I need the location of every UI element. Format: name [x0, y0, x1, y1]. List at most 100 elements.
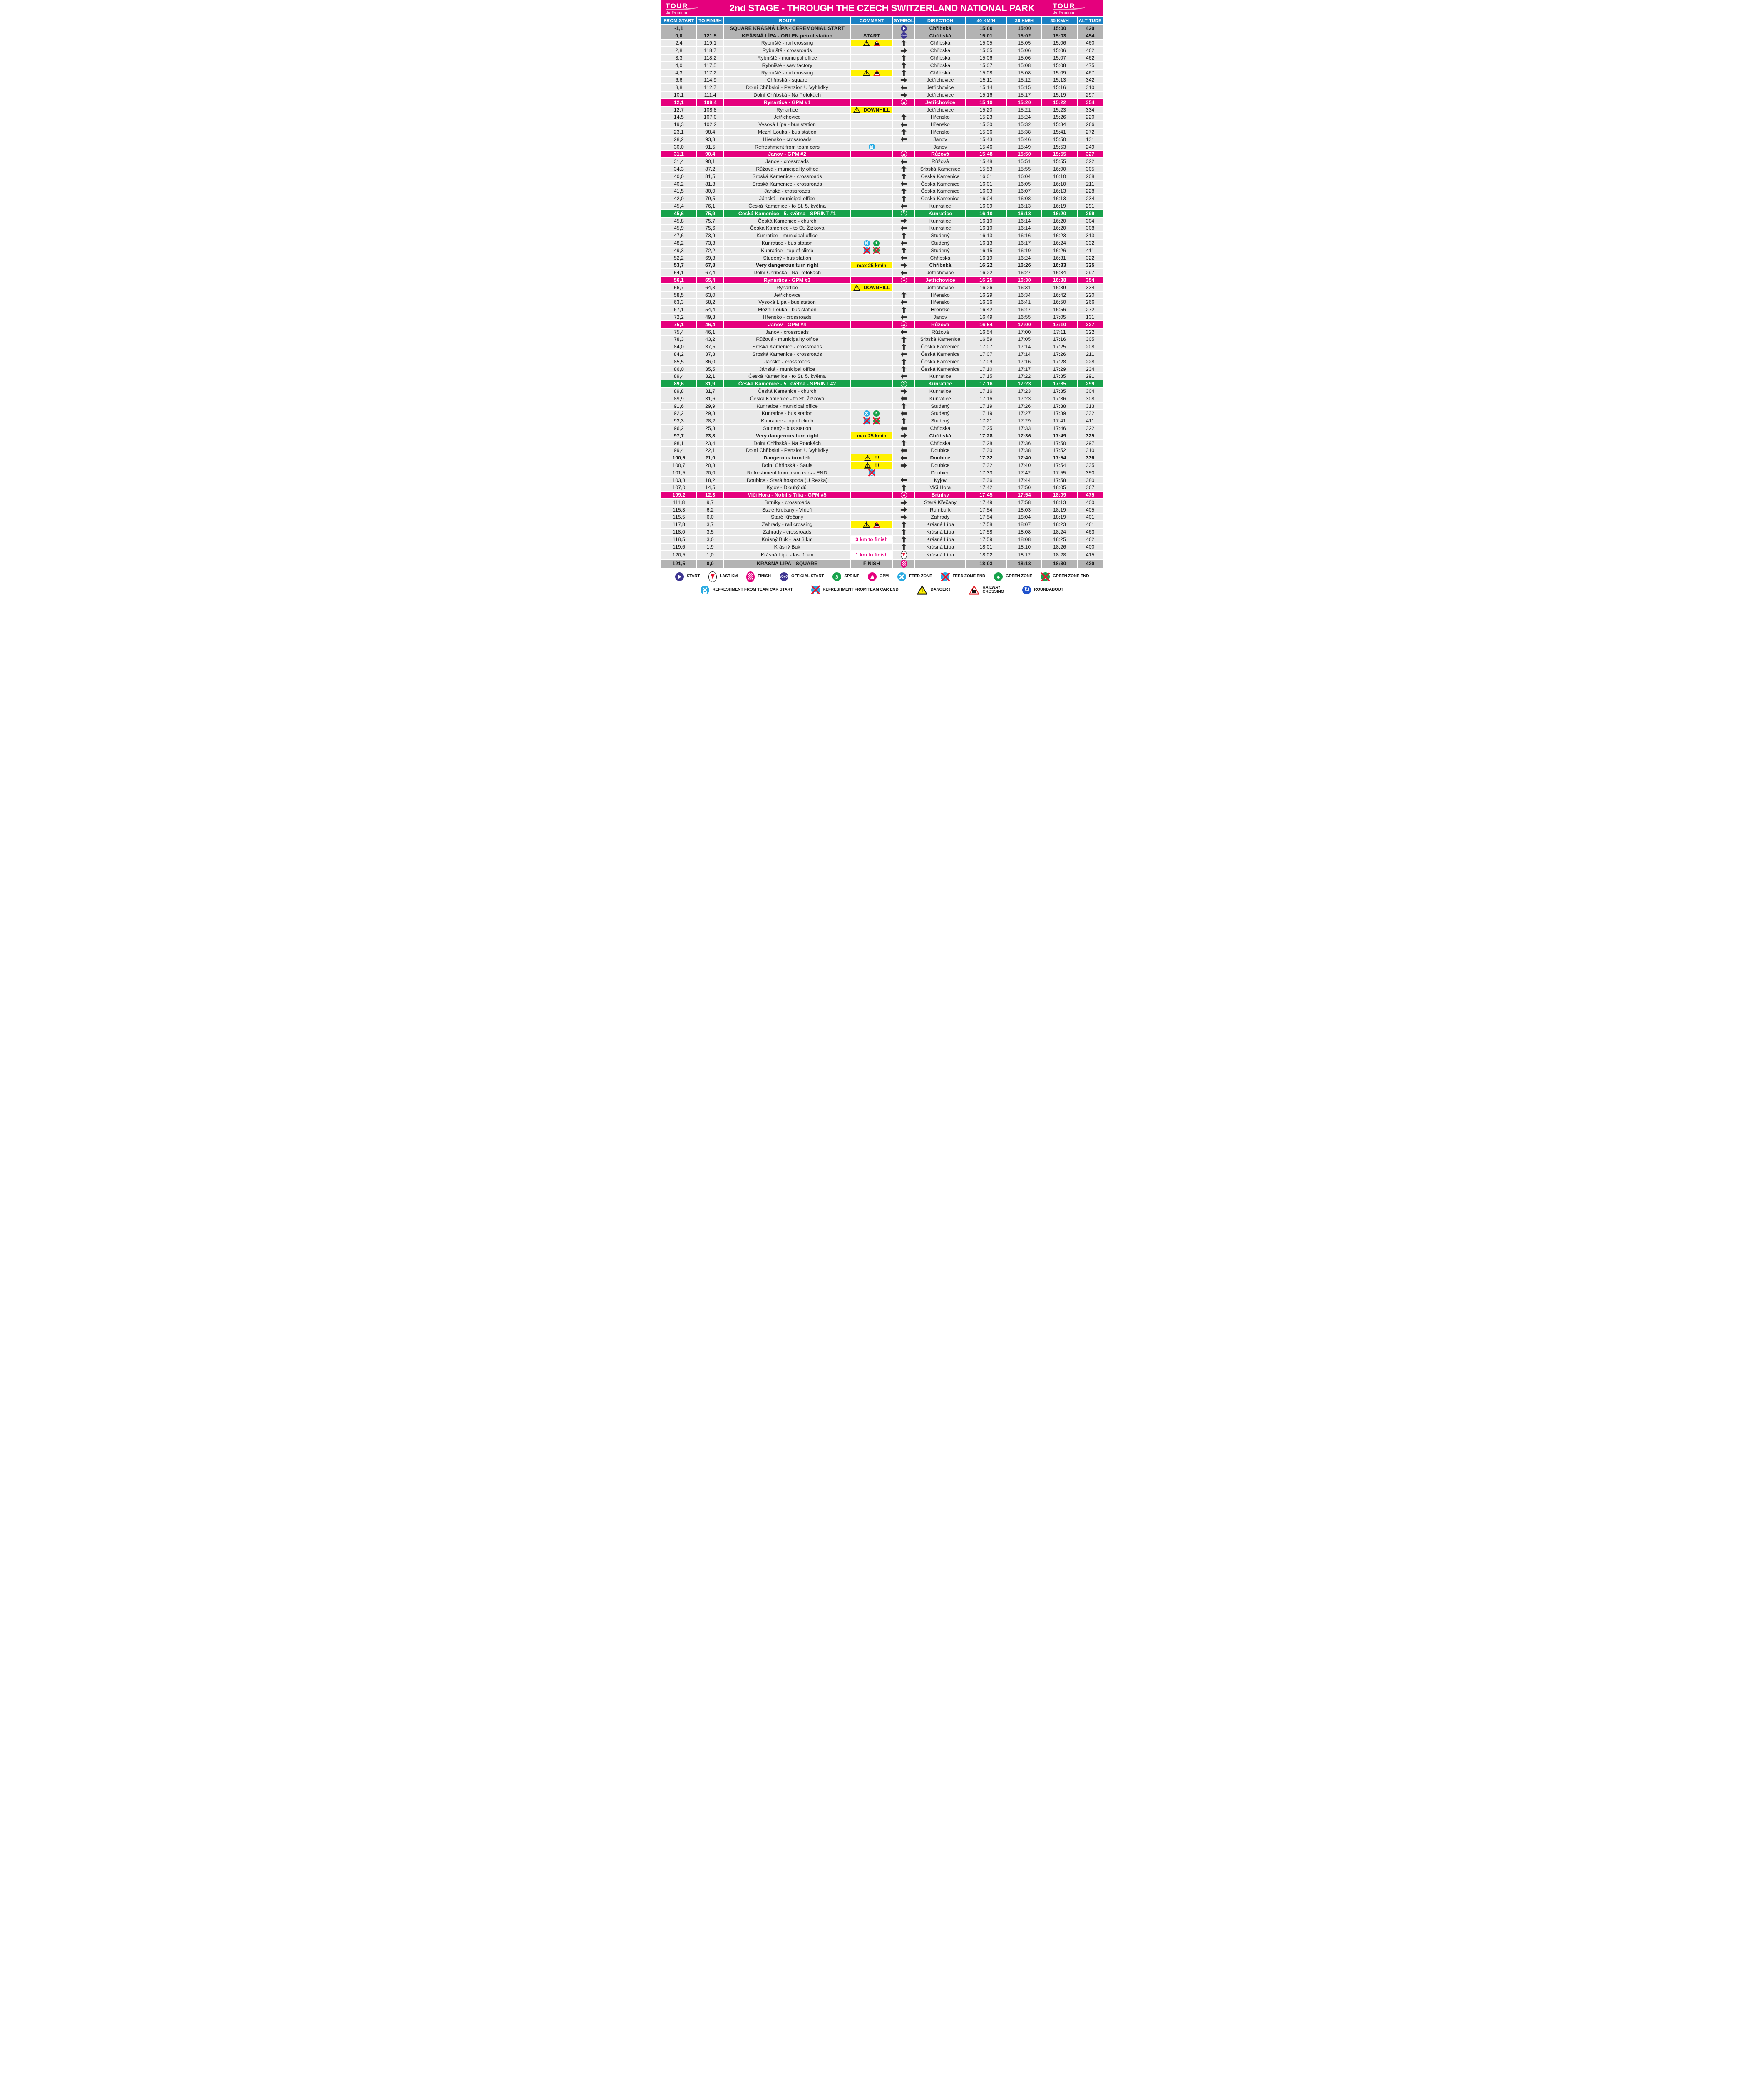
cell-35kmh: 16:20 — [1042, 217, 1078, 225]
cell-route: Dolní Chřibská - Na Potokách — [723, 439, 851, 447]
cell-38kmh: 15:15 — [1006, 84, 1043, 92]
cell-38kmh: 17:42 — [1006, 469, 1043, 477]
cell-38kmh: 15:06 — [1006, 47, 1043, 55]
cell-symbol — [892, 121, 916, 129]
cell-38kmh: 17:26 — [1006, 402, 1043, 410]
cell-40kmh: 15:30 — [965, 121, 1007, 129]
cell-route: Kunratice - top of climb — [723, 246, 851, 255]
symbol — [901, 507, 907, 513]
cell-35kmh: 17:16 — [1042, 335, 1078, 344]
cell-35kmh: 17:26 — [1042, 350, 1078, 358]
cell-from-start: 115,5 — [661, 513, 697, 521]
symbol — [901, 70, 907, 76]
cell-40kmh: 15:19 — [965, 98, 1007, 107]
cell-comment — [850, 395, 893, 403]
table-row: 41,5 80,0 Jánská - crossroads Česká Kamenic… — [661, 187, 1103, 196]
arrow-left-icon — [901, 122, 907, 127]
cell-symbol — [892, 365, 916, 373]
cell-to-finish: 32,1 — [696, 372, 724, 381]
cell-38kmh: 15:20 — [1006, 98, 1043, 107]
cell-direction: Kunratice — [915, 387, 966, 395]
cell-38kmh: 15:21 — [1006, 106, 1043, 114]
cell-direction: Jetřichovice — [915, 91, 966, 99]
cell-35kmh: 16:34 — [1042, 269, 1078, 277]
cell-to-finish: 80,0 — [696, 187, 724, 196]
cell-35kmh: 15:06 — [1042, 39, 1078, 47]
cell-route: Česká Kamenice - to St. Žižkova — [723, 395, 851, 403]
table-row: 45,8 75,7 Česká Kamenice - church Kunratice… — [661, 217, 1103, 225]
arrow-left-icon — [901, 411, 907, 416]
cell-38kmh: 15:08 — [1006, 61, 1043, 70]
comment-text: 3 km to finish — [855, 536, 888, 543]
cell-38kmh: 17:27 — [1006, 410, 1043, 418]
cell-35kmh: 15:34 — [1042, 121, 1078, 129]
cell-altitude: 325 — [1077, 432, 1103, 440]
cell-to-finish: 25,3 — [696, 425, 724, 432]
gpm-icon — [900, 277, 907, 283]
arrow-up-icon — [901, 292, 907, 298]
cell-to-finish: 63,0 — [696, 291, 724, 299]
cell-38kmh: 16:31 — [1006, 283, 1043, 292]
comment-content: FINISH — [863, 561, 880, 566]
railway-crossing-icon — [873, 70, 881, 76]
cell-from-start: 42,0 — [661, 195, 697, 203]
cell-altitude: 266 — [1077, 298, 1103, 307]
cell-altitude: 405 — [1077, 506, 1103, 514]
cell-to-finish: 31,9 — [696, 380, 724, 388]
cell-to-finish: 112,7 — [696, 84, 724, 92]
cell-from-start: 8,8 — [661, 84, 697, 92]
cell-symbol — [892, 528, 916, 536]
cell-38kmh: 15:38 — [1006, 128, 1043, 136]
cell-route: SQUARE KRÁSNÁ LÍPA - CEREMONIAL START — [723, 25, 851, 32]
cell-40kmh: 15:05 — [965, 39, 1007, 47]
logo-left: TOUR de Feminin — [665, 1, 711, 15]
table-row: 2,8 118,7 Rybniště - crossroads Chřibská 15:… — [661, 47, 1103, 55]
arrow-up-icon — [901, 129, 907, 135]
cell-40kmh: 17:07 — [965, 350, 1007, 358]
cell-40kmh: 16:29 — [965, 291, 1007, 299]
cell-symbol — [892, 559, 916, 569]
symbol — [901, 351, 907, 358]
cell-38kmh: 16:07 — [1006, 187, 1043, 196]
cell-direction: Studený — [915, 246, 966, 255]
cell-symbol — [892, 343, 916, 351]
table-row: 100,5 21,0 Dangerous turn left!!!! Doubice 1… — [661, 454, 1103, 462]
arrow-left-icon — [901, 85, 907, 90]
cell-altitude: 467 — [1077, 69, 1103, 77]
cell-from-start: 47,6 — [661, 232, 697, 240]
symbol — [900, 559, 907, 568]
comment-content: ! DOWNHILL — [853, 107, 890, 113]
cell-35kmh: 18:05 — [1042, 484, 1078, 492]
cell-38kmh: 16:04 — [1006, 172, 1043, 181]
legend-item: REFRESHMENT FROM TEAM CAR START — [701, 585, 793, 594]
cell-route: Krásný Buk — [723, 543, 851, 551]
cell-symbol — [892, 128, 916, 136]
cell-route: Rybniště - saw factory — [723, 61, 851, 70]
cell-40kmh: 15:01 — [965, 32, 1007, 40]
arrow-up-icon — [901, 343, 907, 350]
cell-38kmh: 16:05 — [1006, 180, 1043, 188]
cell-to-finish: 75,7 — [696, 217, 724, 225]
symbol — [901, 455, 907, 461]
symbol — [901, 366, 907, 372]
cell-comment — [850, 232, 893, 240]
cell-40kmh: 16:10 — [965, 209, 1007, 218]
cell-route: Rynartice - GPM #3 — [723, 276, 851, 284]
cell-symbol — [892, 469, 916, 477]
cell-35kmh: 16:23 — [1042, 232, 1078, 240]
cell-altitude: 354 — [1077, 98, 1103, 107]
cell-to-finish: 36,0 — [696, 358, 724, 366]
symbol — [901, 358, 907, 365]
cell-40kmh: 17:36 — [965, 476, 1007, 484]
cell-from-start: 91,6 — [661, 402, 697, 410]
arrow-right-icon — [901, 500, 907, 505]
table-row: 98,1 23,4 Dolní Chřibská - Na Potokách Chři… — [661, 439, 1103, 447]
symbol — [901, 299, 907, 305]
cell-from-start: 19,3 — [661, 121, 697, 129]
cell-route: Rynartice — [723, 283, 851, 292]
cell-from-start: 89,8 — [661, 387, 697, 395]
symbol — [901, 247, 907, 254]
cell-comment — [850, 402, 893, 410]
cell-38kmh: 18:07 — [1006, 521, 1043, 529]
green-zone-icon: ♠ — [994, 572, 1003, 581]
